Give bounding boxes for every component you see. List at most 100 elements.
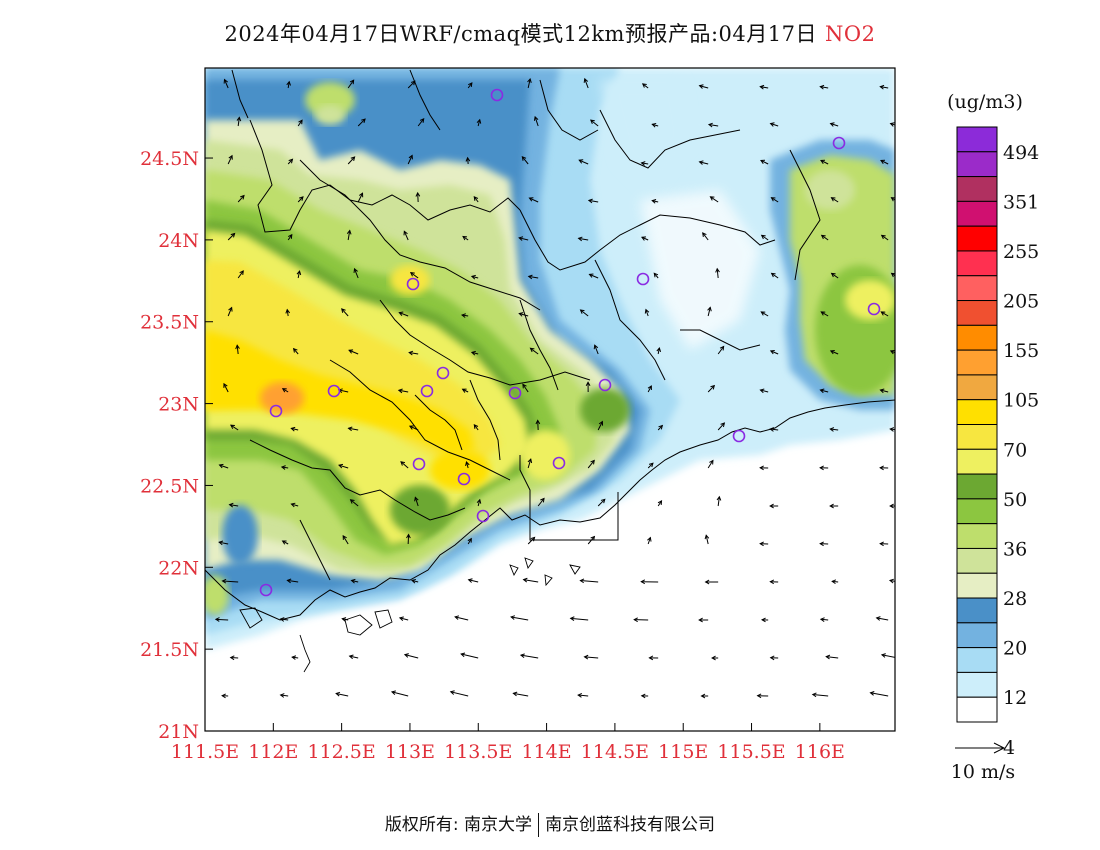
- wind-arrow: [347, 79, 355, 89]
- wind-arrow-head: [342, 534, 347, 540]
- title-species: NO2: [825, 22, 876, 46]
- wind-arrow-head: [400, 461, 406, 466]
- wind-arrow-head: [657, 500, 663, 505]
- legend-swatch: [956, 448, 998, 475]
- wind-arrow: [227, 307, 233, 317]
- wind-arrow: [409, 352, 419, 355]
- lon-label: 115E: [658, 741, 708, 763]
- wind-arrow-head: [292, 347, 298, 353]
- wind-arrow-head: [890, 197, 895, 202]
- wind-arrow: [580, 309, 589, 317]
- wind-arrow: [338, 389, 349, 393]
- legend-label: 36: [1003, 538, 1027, 560]
- wind-arrow-head: [409, 272, 415, 277]
- wind-arrow-head: [888, 578, 894, 584]
- wind-arrow-head: [577, 693, 583, 698]
- wind-arrow-head: [411, 578, 417, 584]
- wind-arrow-head: [223, 78, 228, 84]
- wind-arrow-head: [579, 309, 585, 314]
- legend-swatch: [956, 647, 998, 673]
- wind-arrow-head: [720, 422, 726, 428]
- wind-arrow-head: [644, 308, 650, 314]
- wind-arrow: [770, 428, 779, 431]
- wind-arrow: [770, 350, 779, 355]
- wind-arrow-head: [349, 79, 355, 85]
- wind-arrow: [399, 617, 409, 621]
- wind-arrow-head: [647, 536, 652, 542]
- wind-arrow: [417, 192, 419, 203]
- wind-arrow-head: [709, 196, 715, 201]
- legend-swatch: [956, 523, 998, 549]
- wind-arrow: [527, 458, 532, 469]
- wind-arrow-head: [715, 267, 720, 273]
- station-marker: [457, 472, 471, 486]
- color-legend: 494 351 255 205 155 105 70 50 36 28 20 12 4: [956, 126, 1039, 759]
- wind-arrow: [881, 654, 895, 658]
- wind-arrow-head: [473, 196, 479, 201]
- legend-label: 155: [1003, 340, 1039, 362]
- wind-arrow-head: [230, 232, 236, 238]
- wind-arrow: [403, 231, 409, 241]
- wind-arrow: [227, 155, 233, 165]
- wind-arrow-head: [403, 653, 409, 658]
- legend-swatch: [956, 324, 998, 351]
- wind-arrow: [223, 383, 229, 393]
- wind-arrow: [876, 617, 889, 621]
- wind-arrow: [473, 424, 479, 431]
- lat-label: 21N: [158, 721, 199, 743]
- wind-arrow: [468, 579, 479, 583]
- wind-arrow: [717, 422, 725, 431]
- wind-arrow-head: [653, 272, 659, 278]
- station-marker: [406, 277, 420, 291]
- wind-arrow-head: [358, 192, 364, 198]
- wind-arrow: [820, 618, 829, 621]
- wind-arrow: [347, 156, 355, 165]
- wind-arrow: [761, 311, 769, 317]
- wind-arrow: [597, 498, 606, 507]
- wind-arrow: [336, 692, 349, 697]
- wind-arrow-head: [240, 194, 245, 200]
- copyright-footer: 版权所有: 南京大学 南京创蓝科技有限公司: [0, 810, 1100, 837]
- wind-arrow-head: [585, 381, 591, 387]
- lat-label: 21.5N: [140, 639, 199, 661]
- wind-arrow: [477, 499, 481, 507]
- wind-arrow: [831, 273, 839, 279]
- wind-arrow-head: [829, 427, 835, 432]
- wind-arrow-head: [647, 385, 652, 391]
- wind-arrow: [826, 656, 839, 659]
- wind-arrow-head: [769, 349, 775, 355]
- lat-label: 24N: [158, 230, 199, 252]
- wind-arrow: [821, 311, 829, 317]
- wind-arrow-head: [540, 497, 545, 503]
- wind-arrow: [282, 540, 289, 545]
- wind-arrow-head: [709, 459, 714, 465]
- wind-arrow-head: [760, 311, 766, 316]
- wind-arrow-head: [819, 465, 824, 471]
- wind-arrow-head: [702, 232, 707, 238]
- wind-arrow: [522, 384, 529, 393]
- wind-arrow: [597, 421, 603, 431]
- wind-arrow-head: [403, 230, 408, 236]
- wind-arrow-head: [518, 312, 524, 317]
- wind-arrow-head: [710, 384, 716, 390]
- wind-arrow-head: [519, 653, 525, 659]
- wind-arrow-head: [598, 420, 604, 426]
- wind-arrow-head: [648, 655, 654, 661]
- wind-arrow-head: [235, 344, 240, 350]
- legend-swatch: [956, 374, 998, 401]
- wind-arrow-head: [759, 465, 764, 471]
- wind-arrow-head: [470, 350, 476, 356]
- wind-arrow-head: [522, 383, 527, 389]
- wind-arrow: [881, 234, 889, 241]
- wind-arrow-head: [704, 579, 710, 585]
- wind-arrow-head: [590, 535, 596, 541]
- wind-arrow: [820, 389, 829, 393]
- wind-arrow: [710, 196, 719, 203]
- legend-label: 70: [1003, 439, 1027, 461]
- wind-arrow-head: [579, 578, 585, 584]
- legend-swatch: [956, 349, 998, 376]
- wind-arrow-head: [290, 426, 296, 432]
- wind-arrow-head: [583, 654, 589, 660]
- legend-label: 28: [1003, 588, 1027, 610]
